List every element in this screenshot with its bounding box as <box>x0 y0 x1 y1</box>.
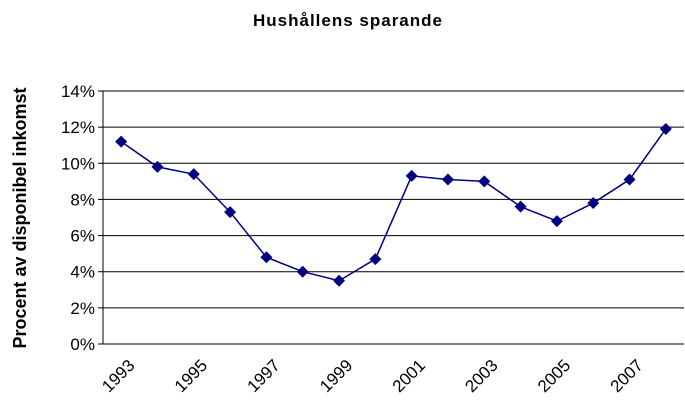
x-tick-label: 1993 <box>98 356 138 396</box>
x-tick-label: 2007 <box>607 356 647 396</box>
point-marker <box>151 160 164 173</box>
x-tick-label: 2003 <box>461 356 501 396</box>
point-marker <box>623 173 636 186</box>
point-marker <box>296 265 309 278</box>
y-tick-label: 6% <box>70 227 95 246</box>
point-marker <box>369 253 382 266</box>
y-tick-label: 14% <box>61 82 95 101</box>
chart-title: Hushållens sparande <box>253 11 443 30</box>
y-axis-label: Procent av disponibel inkomst <box>10 87 30 348</box>
point-marker <box>224 206 237 219</box>
x-tick-label: 1999 <box>316 356 356 396</box>
point-marker <box>587 197 600 210</box>
x-tick-label: 2001 <box>389 356 429 396</box>
y-tick-label: 10% <box>61 154 95 173</box>
point-marker <box>115 135 128 148</box>
x-tick-label: 1995 <box>171 356 211 396</box>
series-line <box>120 128 667 282</box>
point-marker <box>441 173 454 186</box>
point-marker <box>260 251 273 264</box>
point-marker <box>405 169 418 182</box>
point-marker <box>187 168 200 181</box>
x-tick-label: 1997 <box>244 356 284 396</box>
y-tick-label: 12% <box>61 118 95 137</box>
point-marker <box>333 274 346 287</box>
y-tick-label: 4% <box>70 263 95 282</box>
point-marker <box>659 122 672 135</box>
x-tick-label: 2005 <box>534 356 574 396</box>
point-marker <box>514 200 527 213</box>
y-tick-label: 8% <box>70 190 95 209</box>
point-marker <box>550 215 563 228</box>
y-tick-label: 2% <box>70 299 95 318</box>
y-tick-label: 0% <box>70 335 95 354</box>
point-marker <box>478 175 491 188</box>
